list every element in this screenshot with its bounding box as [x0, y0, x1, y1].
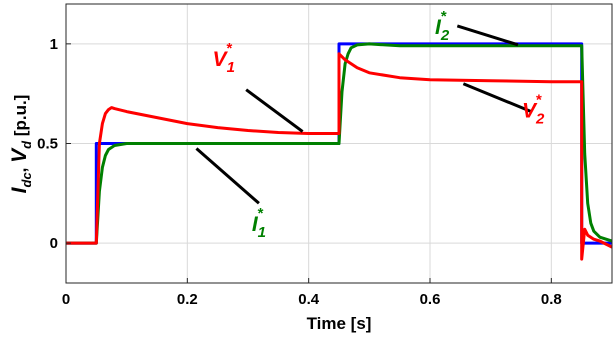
voltage-line — [66, 52, 613, 261]
x-tick-label: 0 — [62, 291, 70, 308]
x-tick-label: 0.6 — [420, 291, 441, 308]
current-line — [66, 42, 613, 245]
y-axis-label-v: V — [8, 147, 31, 163]
y-axis-label-sep: , — [11, 163, 30, 172]
annotation-label-i1: I1* — [252, 205, 266, 241]
annotation-layer: V1* I1* I2* V2* — [195, 8, 545, 241]
annotation-arrow-v1 — [245, 88, 304, 133]
x-tick-label: 0.4 — [298, 291, 320, 308]
annotation-label-v1: V1* — [213, 40, 235, 76]
y-tick-label: 1 — [50, 36, 58, 53]
x-tick-label: 0.2 — [177, 291, 198, 308]
x-tick-label: 0.8 — [541, 291, 562, 308]
y-axis-label-i: I — [8, 186, 31, 193]
series-layer — [66, 42, 613, 261]
annotation-arrow-v2 — [462, 82, 532, 114]
y-axis-label-v-sub: d — [19, 140, 34, 149]
y-tick-label: 0.5 — [37, 136, 58, 153]
tick-layer: 0 0.2 0.4 0.6 0.8 0 0.5 1 — [37, 36, 562, 308]
y-axis-label-i-sub: dc — [19, 172, 34, 188]
y-axis-label: Idc, Vd [p.u.] — [8, 95, 34, 194]
y-tick-label: 0 — [50, 235, 58, 252]
annotation-arrow-i2 — [456, 24, 519, 47]
annotation-label-v2: V2* — [522, 92, 545, 128]
y-axis-label-unit: [p.u.] — [11, 95, 30, 141]
x-axis-label: Time [s] — [307, 314, 372, 333]
annotation-label-i2: I2* — [435, 8, 450, 44]
annotation-arrow-i1 — [195, 147, 260, 205]
